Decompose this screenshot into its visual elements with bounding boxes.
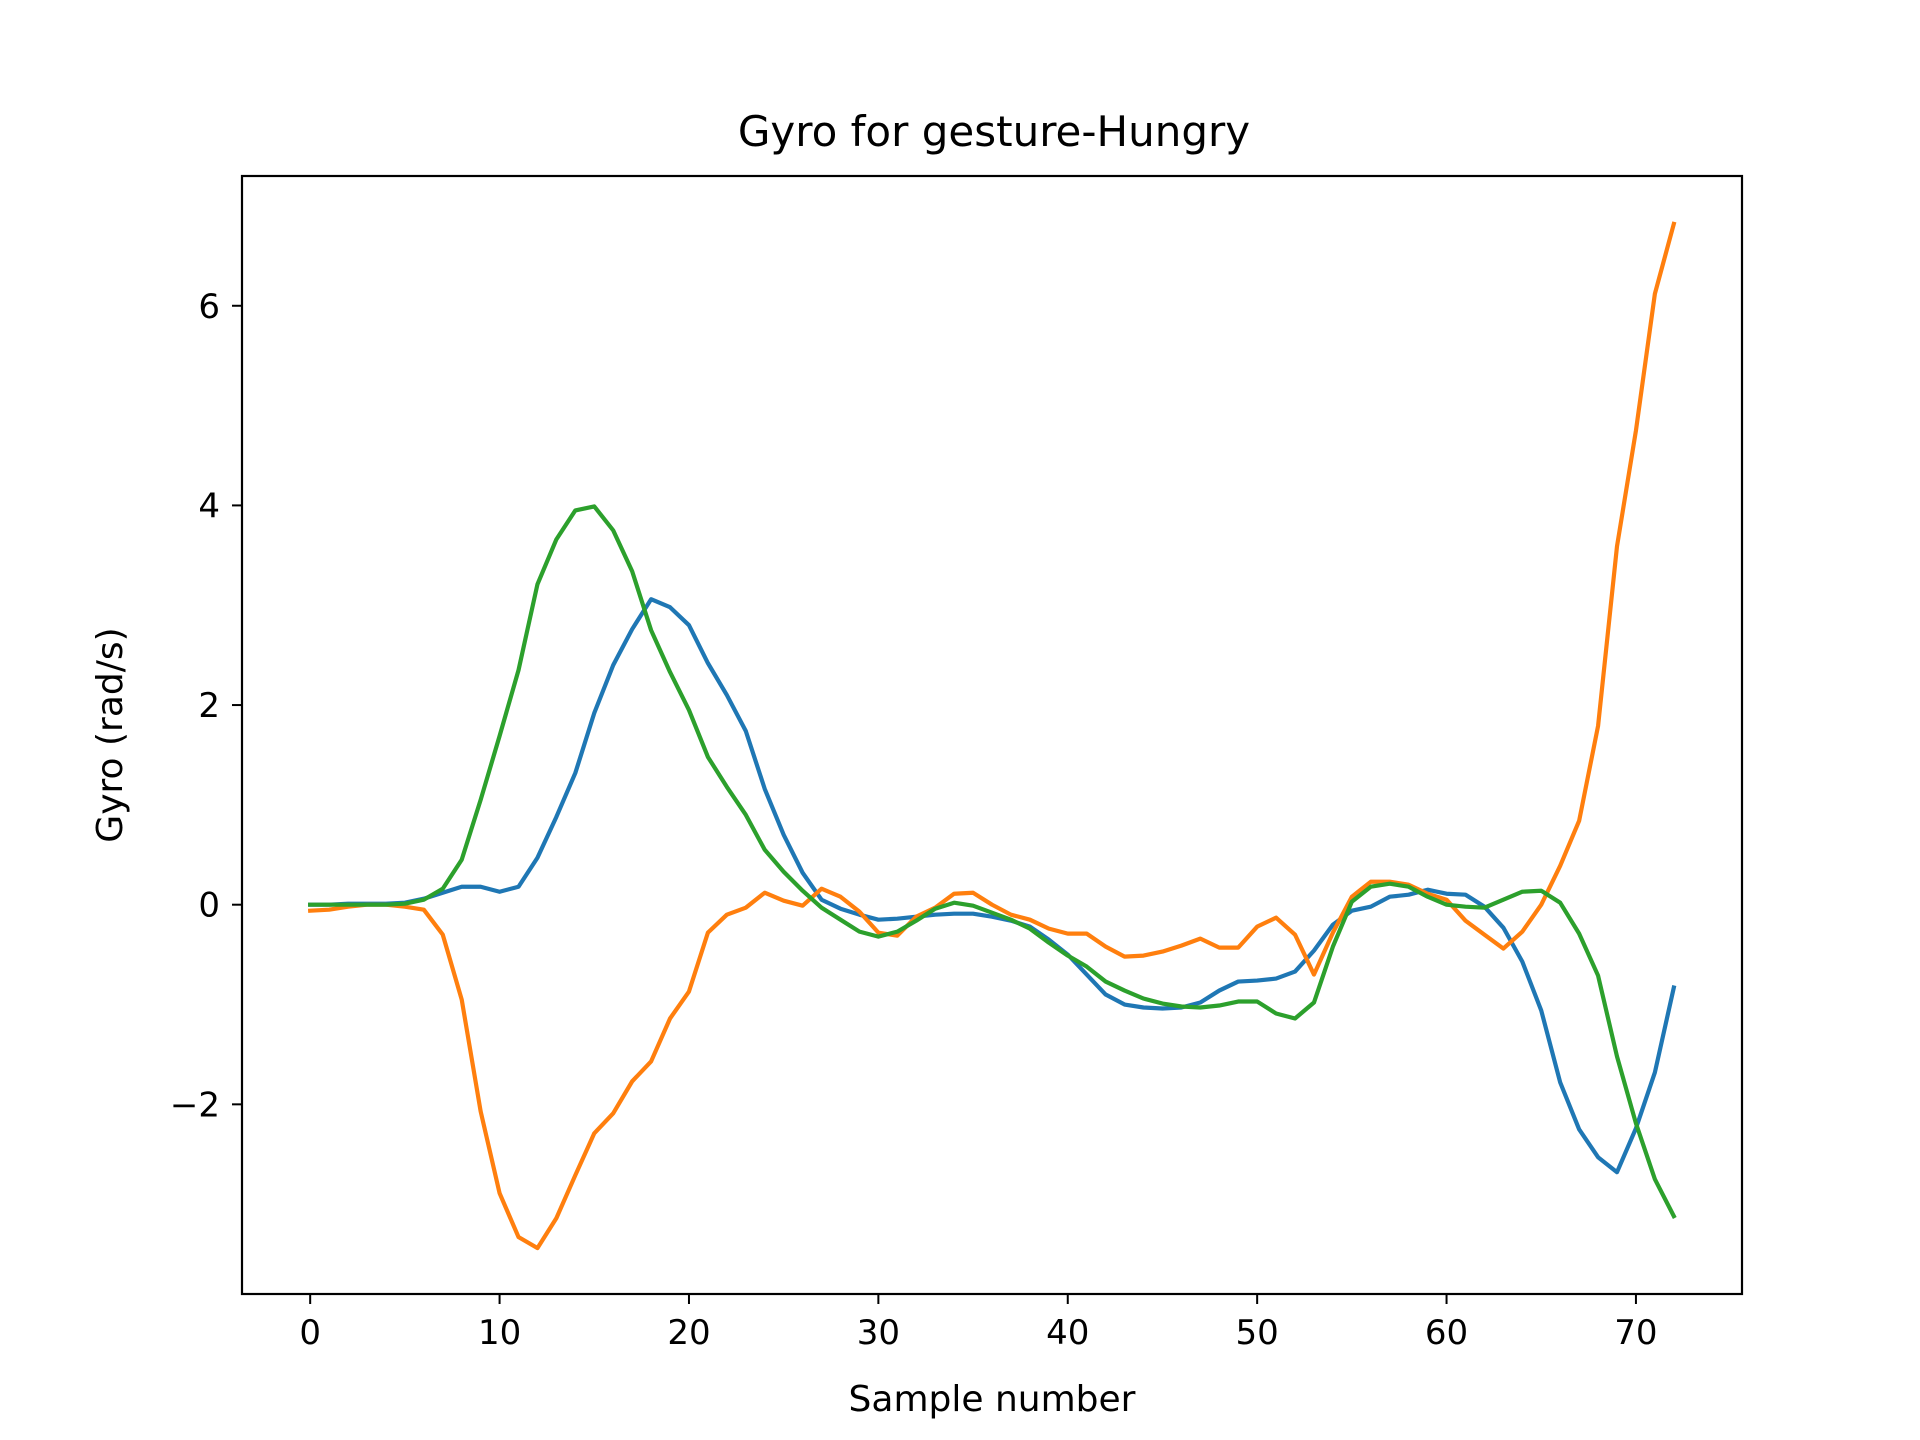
y-tick-label: 6 (198, 287, 220, 327)
series-layer (307, 221, 1677, 1251)
x-tick-label: 40 (1046, 1313, 1089, 1353)
x-tick-label: 70 (1614, 1313, 1657, 1353)
x-tick-label: 50 (1236, 1313, 1279, 1353)
y-tick-label: 0 (198, 886, 220, 926)
x-tick-label: 60 (1425, 1313, 1468, 1353)
series-line-1 (308, 597, 1677, 1175)
y-tick-label: −2 (170, 1085, 220, 1125)
series-line-2 (307, 221, 1677, 1251)
x-axis: 0 10 20 30 40 50 60 70 (299, 1294, 1658, 1353)
y-tick-label: 4 (198, 486, 220, 526)
x-tick-label: 10 (478, 1313, 521, 1353)
y-axis: −2 0 2 4 6 (170, 287, 242, 1125)
x-tick-label: 0 (299, 1313, 321, 1353)
x-tick-label: 30 (857, 1313, 900, 1353)
chart-title: Gyro for gesture-Hungry (738, 107, 1250, 156)
x-tick-label: 20 (667, 1313, 710, 1353)
series-line-3 (308, 504, 1677, 1219)
y-tick-label: 2 (198, 686, 220, 726)
x-axis-label: Sample number (849, 1379, 1136, 1420)
plot-frame (240, 174, 1744, 1296)
y-axis-label: Gyro (rad/s) (90, 627, 131, 842)
